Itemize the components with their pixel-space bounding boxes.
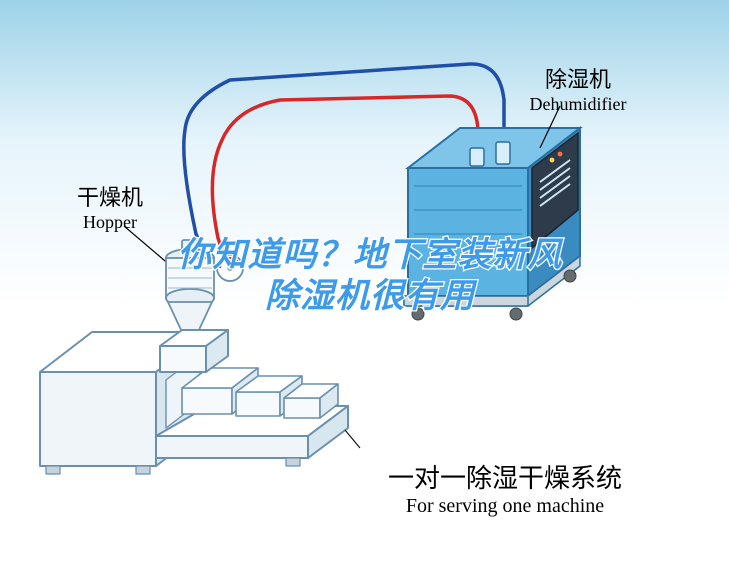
hopper-label-en: Hopper bbox=[50, 212, 170, 233]
dehumidifier-body bbox=[404, 106, 580, 320]
gauge bbox=[217, 255, 243, 281]
dehumidifier-label-en: Dehumidifier bbox=[488, 94, 668, 115]
hopper-dryer bbox=[124, 226, 243, 346]
system-title-cn: 一对一除湿干燥系统 bbox=[335, 458, 675, 495]
dehumidifier-label-cn: 除湿机 bbox=[488, 62, 668, 94]
extruder-machine bbox=[40, 330, 348, 474]
hopper-label: 干燥机 Hopper bbox=[50, 180, 170, 233]
dehumidifier-label: 除湿机 Dehumidifier bbox=[488, 62, 668, 115]
system-title-en: For serving one machine bbox=[335, 495, 675, 518]
hopper-label-cn: 干燥机 bbox=[50, 180, 170, 212]
system-title: 一对一除湿干燥系统 For serving one machine bbox=[335, 458, 675, 518]
